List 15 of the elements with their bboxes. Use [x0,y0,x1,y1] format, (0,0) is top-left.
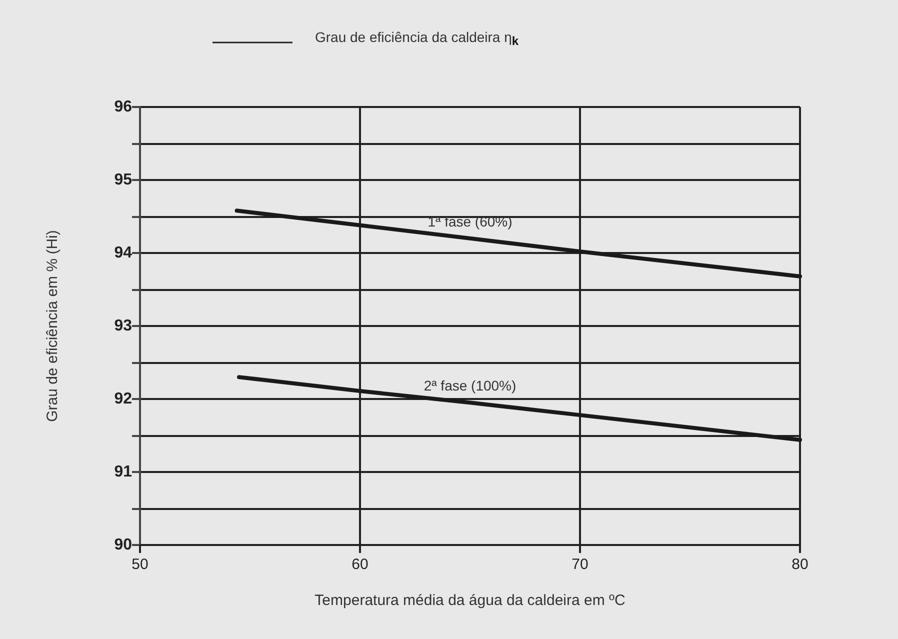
y-tick-label: 90 [114,536,132,554]
y-tick-label: 93 [114,318,132,334]
x-axis-title: Temperatura média da água da caldeira em ºC [314,592,626,609]
x-tick-label: 80 [792,556,808,573]
series-label: 1ª fase (60%) [428,213,512,230]
y-tick-label: 91 [114,464,132,480]
y-tick-label: 92 [114,390,132,408]
y-tick-label: 95 [114,172,132,188]
x-tick-label: 60 [352,556,368,573]
y-tick-label: 94 [114,244,132,262]
y-axis-title: Grau de eficiência em % (Hi) [44,230,61,422]
x-tick-label: 50 [132,556,148,573]
y-tick-label: 96 [114,98,132,116]
x-tick-label: 70 [572,556,588,573]
series-label: 2ª fase (100%) [424,378,516,394]
